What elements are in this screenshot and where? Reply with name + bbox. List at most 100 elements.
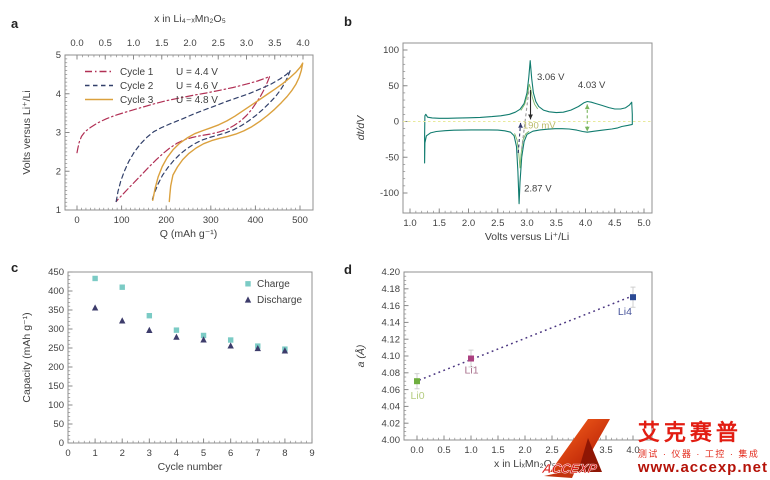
watermark-tagline: 测试 · 仪器 · 工控 · 集成	[637, 448, 760, 459]
y-tick-label: 4.08	[382, 368, 401, 379]
y-tick-label: 4.18	[382, 284, 401, 295]
x-tick-label: 2.0	[462, 218, 475, 229]
legend-detail: U = 4.6 V	[176, 81, 218, 92]
legend-detail: U = 4.4 V	[176, 67, 218, 78]
x-tick-label: 2.5	[545, 445, 558, 456]
marker-triangle	[244, 296, 252, 303]
x-top-tick-label: 3.5	[268, 38, 281, 49]
marker-square	[245, 281, 251, 287]
x-tick-label: 6	[228, 448, 233, 459]
x-tick-label: 0.0	[410, 445, 423, 456]
marker-triangle	[173, 333, 180, 340]
x-tick-label: 200	[158, 215, 174, 226]
y-axis-title: Capacity (mAh g⁻¹)	[21, 312, 33, 402]
marker-triangle	[227, 342, 234, 349]
x-axis-title: Cycle number	[158, 461, 223, 473]
y-tick-label: 150	[48, 381, 64, 392]
y-tick-label: 4.10	[382, 351, 401, 362]
arrowhead-icon	[528, 114, 533, 120]
y-tick-label: 200	[48, 362, 64, 373]
series-cycle-3	[152, 62, 304, 203]
panel-b-chart: 1.0 1.5 2.0 2.5 3.0 3.5 4.0 4.5 5.0 Volts versus …	[355, 42, 653, 243]
data-point-Li0	[414, 378, 420, 385]
marker-square	[92, 275, 98, 282]
y-axis-title: dt/dV	[355, 115, 367, 141]
series-dqdv-cycle2-lower	[514, 131, 530, 169]
x-tick-label: 5.0	[637, 218, 650, 229]
y-tick-label: 4.14	[382, 318, 401, 329]
x-tick-label: 4.0	[579, 218, 592, 229]
x-top-tick-label: 1.5	[155, 38, 168, 49]
y-tick-label: 5	[56, 50, 61, 61]
point-label: Li4	[618, 306, 632, 318]
y-tick-label: 400	[48, 286, 64, 297]
marker-triangle	[91, 304, 99, 311]
watermark-url-link[interactable]: www.accexp.net	[637, 458, 768, 476]
x-tick-label: 1.0	[464, 445, 477, 456]
annotation-label: 3.06 V	[537, 72, 565, 83]
x-tick-label: 0	[74, 215, 79, 226]
x-tick-label: 0	[65, 448, 70, 459]
x-top-tick-label: 4.0	[296, 38, 309, 49]
x-tick-label: 7	[255, 448, 260, 459]
series-dqdv-loop	[424, 60, 633, 205]
x-tick-label: 4.5	[608, 218, 621, 229]
panel-d-label: d	[344, 262, 352, 277]
series-dqdv-cycle2-upper	[520, 83, 538, 111]
x-top-tick-label: 0.5	[99, 38, 112, 49]
x-axis-title: Volts versus Li⁺/Li	[485, 231, 569, 243]
annotation-label: 190 mV	[523, 121, 556, 132]
y-axis-title: Volts versus Li⁺/Li	[21, 90, 33, 174]
marker-square	[173, 327, 180, 333]
y-tick-label: 1	[56, 205, 61, 216]
marker-triangle	[119, 317, 126, 324]
x-axis-title: Q (mAh g⁻¹)	[160, 228, 217, 240]
y-tick-label: -50	[385, 152, 399, 163]
legend-label: Discharge	[257, 295, 302, 306]
x-tick-label: 100	[114, 215, 130, 226]
x-tick-label: 5	[201, 448, 206, 459]
plot-frame	[64, 54, 314, 211]
panel-b-label: b	[344, 14, 352, 29]
y-tick-label: 4.00	[382, 435, 401, 446]
y-tick-label: 3	[56, 128, 61, 139]
marker-triangle	[200, 336, 207, 343]
annotation-label: 2.87 V	[524, 184, 552, 195]
marker-triangle	[281, 347, 289, 354]
legend-label: Cycle 3	[120, 95, 154, 106]
marker-square	[227, 337, 234, 343]
data-point-Li4	[630, 294, 636, 301]
x-tick-label: 8	[282, 448, 287, 459]
arrowhead-icon	[584, 126, 590, 132]
x-tick-label: 1.5	[491, 445, 504, 456]
y-tick-label: 4.16	[382, 301, 401, 312]
x-tick-label: 3.5	[599, 445, 612, 456]
x-tick-label: 500	[292, 215, 308, 226]
x-top-tick-label: 3.0	[240, 38, 253, 49]
y-tick-label: 2	[56, 166, 61, 177]
x-tick-label: 4.0	[626, 445, 639, 456]
y-axis-title: a (Å)	[354, 345, 367, 368]
x-top-tick-label: 1.0	[127, 38, 140, 49]
panel-c-label: c	[11, 260, 19, 275]
y-tick-label: 4.12	[382, 334, 401, 345]
x-tick-label: 4	[174, 448, 179, 459]
y-tick-label: 4.06	[382, 385, 401, 396]
annotation-label: 4.03 V	[578, 80, 606, 91]
y-tick-label: 100	[383, 45, 399, 56]
y-tick-label: 4.04	[382, 402, 401, 413]
arrowhead-icon	[518, 122, 523, 128]
y-tick-label: 4	[56, 89, 61, 100]
x-tick-label: 1.5	[433, 218, 446, 229]
legend-detail: U = 4.8 V	[176, 95, 218, 106]
plot-frame	[67, 271, 313, 444]
marker-square	[119, 284, 125, 290]
accexp-logo-icon: ACCEXP	[542, 419, 610, 478]
y-tick-label: 300	[48, 324, 64, 335]
y-tick-label: 4.02	[382, 418, 401, 429]
marker-square	[200, 332, 207, 339]
x-tick-label: 3	[147, 448, 152, 459]
y-tick-label: 0	[394, 117, 399, 128]
point-label: Li0	[411, 390, 425, 402]
series-cycle-1	[76, 75, 271, 203]
